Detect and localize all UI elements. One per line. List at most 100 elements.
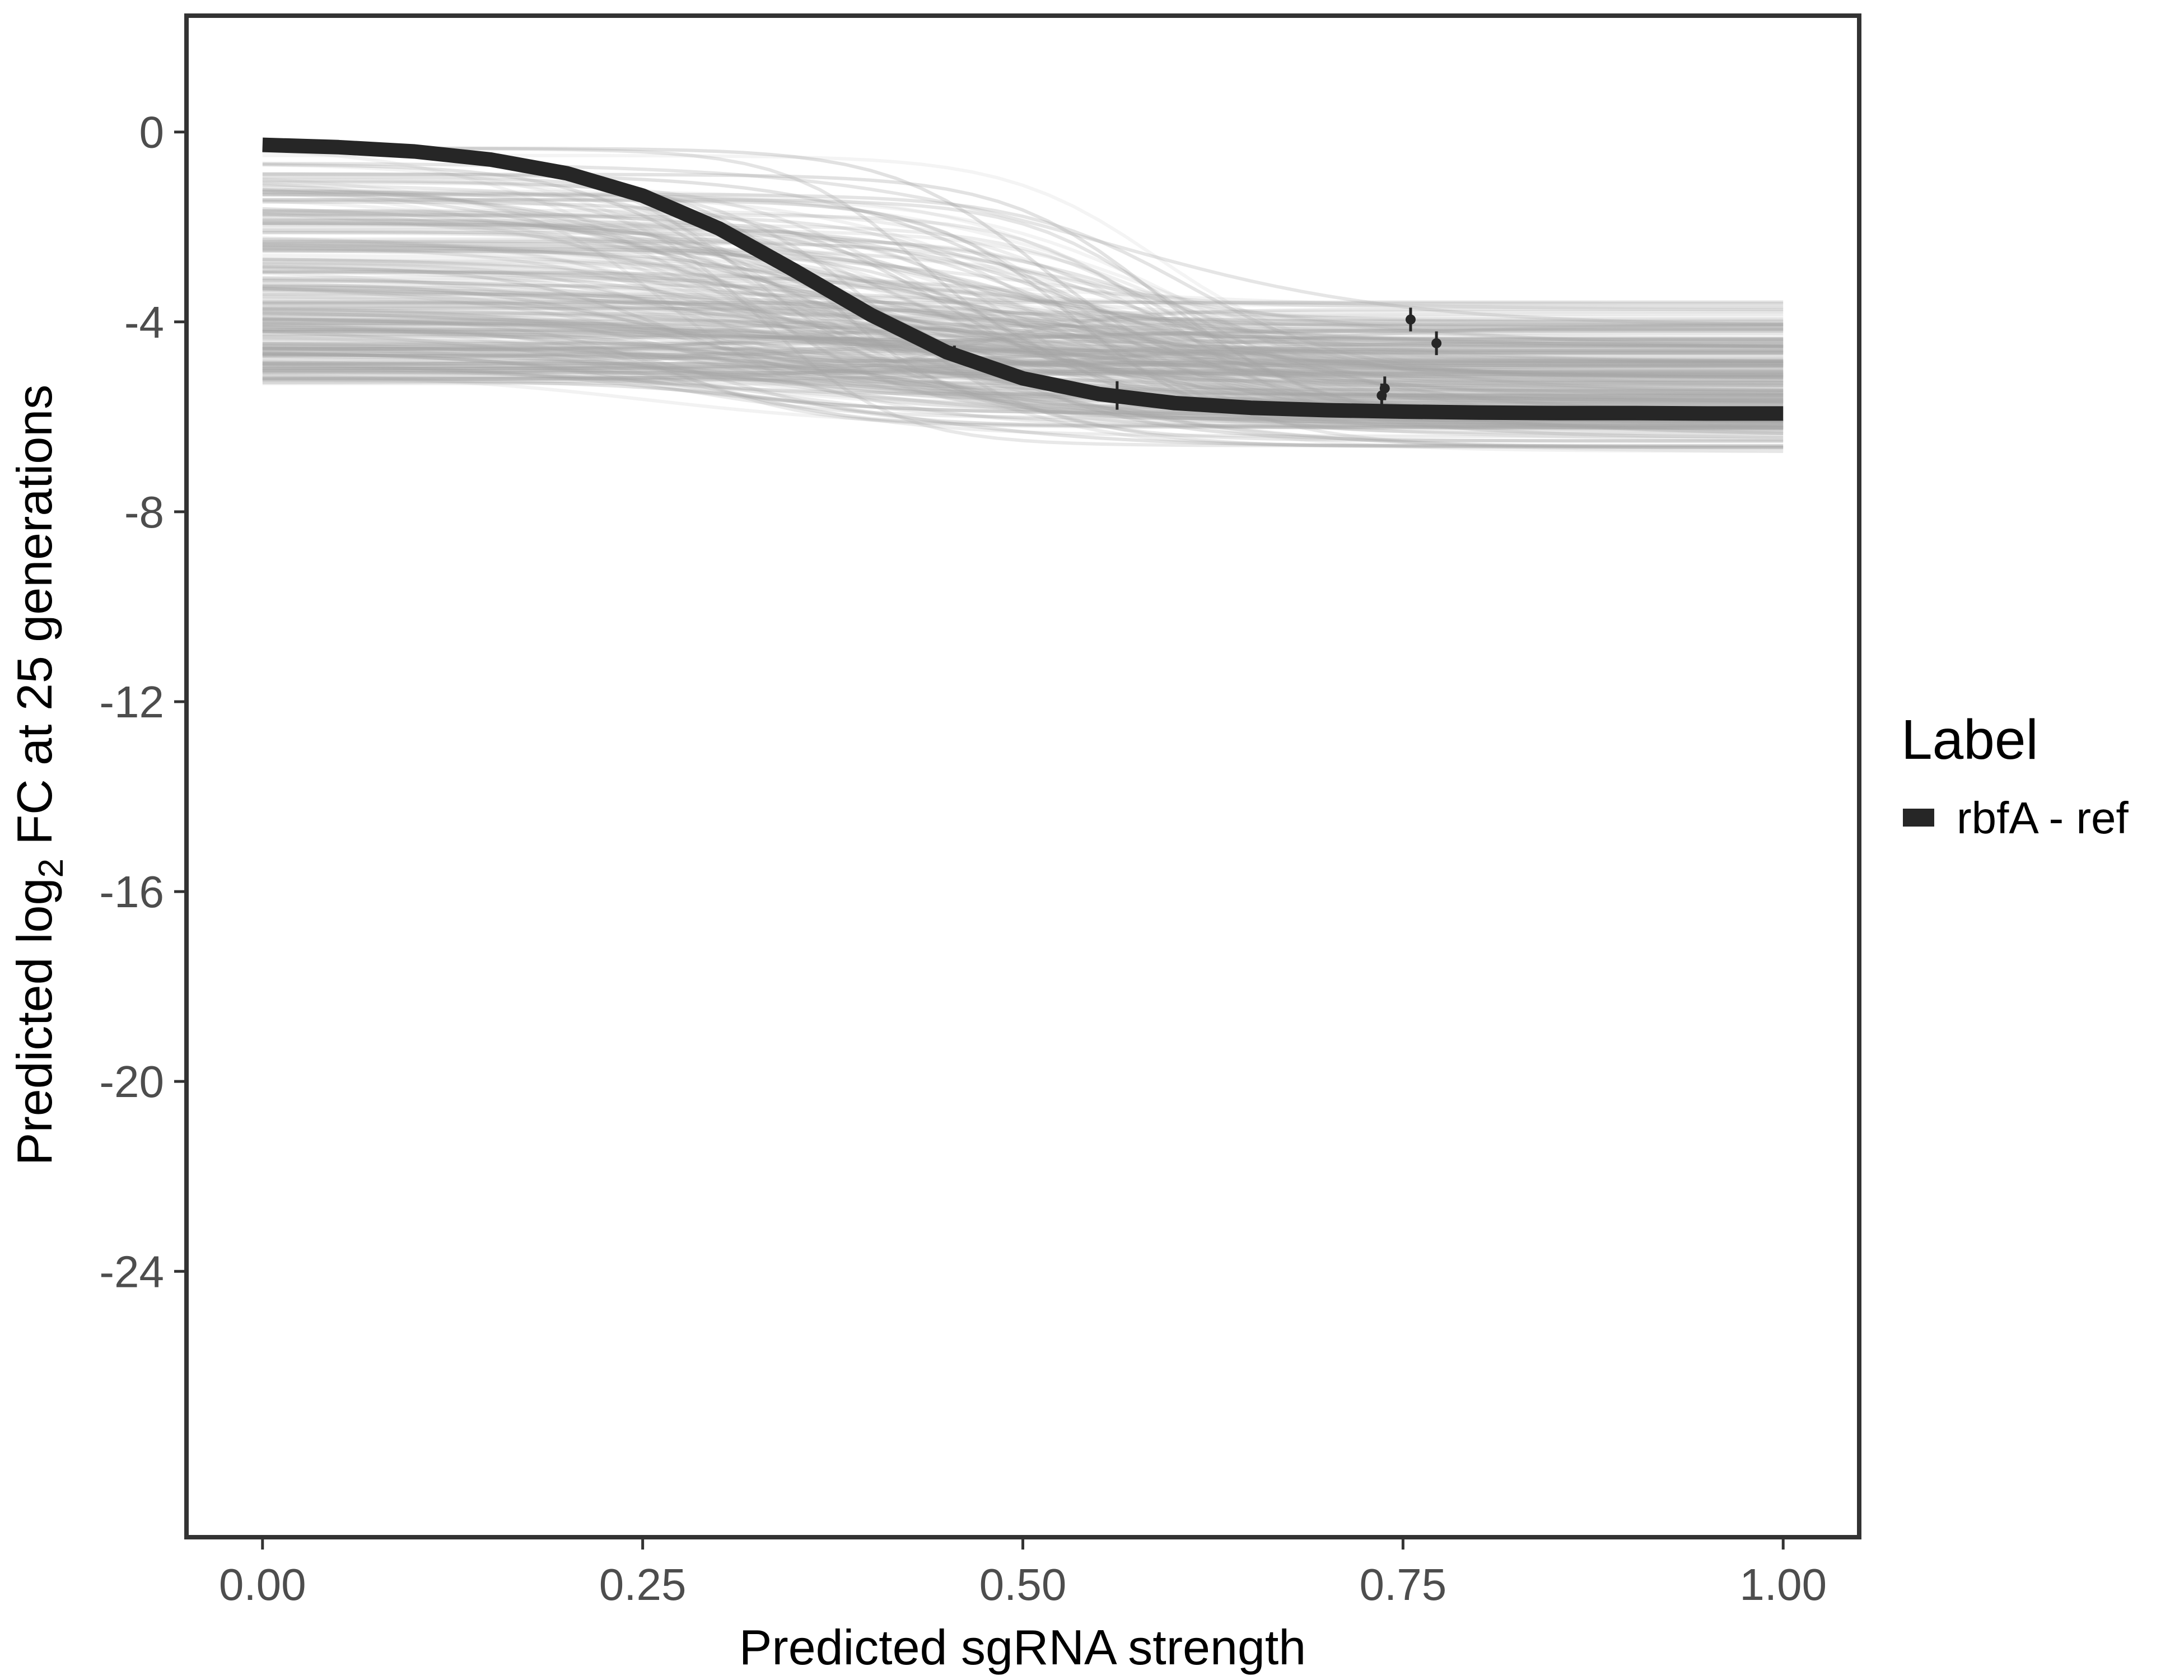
posterior-draw-line bbox=[262, 356, 1784, 442]
posterior-draw-line bbox=[262, 302, 1784, 404]
y-axis-title-suffix: FC at 25 generations bbox=[7, 385, 62, 858]
posterior-draw-line bbox=[262, 293, 1784, 349]
posterior-draw-line bbox=[262, 259, 1784, 386]
posterior-draw-line bbox=[262, 258, 1784, 396]
y-tick-label: -4 bbox=[124, 297, 164, 347]
posterior-draw-line bbox=[262, 244, 1784, 344]
posterior-draw-line bbox=[262, 312, 1784, 367]
posterior-draw-line bbox=[262, 348, 1784, 353]
posterior-draw-line bbox=[262, 378, 1784, 449]
y-tick-label: -16 bbox=[99, 867, 164, 917]
posterior-draw-line bbox=[262, 310, 1784, 352]
posterior-draw-line bbox=[262, 277, 1784, 368]
posterior-draw-line bbox=[262, 328, 1784, 346]
posterior-draw-line bbox=[262, 300, 1784, 305]
posterior-draw-line bbox=[262, 317, 1784, 396]
posterior-draw-line bbox=[262, 220, 1784, 348]
posterior-draw-line bbox=[262, 249, 1784, 385]
y-tick-label: -20 bbox=[99, 1057, 164, 1107]
posterior-draw-line bbox=[262, 243, 1784, 348]
posterior-draw-line bbox=[262, 278, 1784, 396]
observation-points bbox=[949, 307, 1442, 410]
posterior-draw-line bbox=[262, 310, 1784, 367]
observation-point bbox=[1405, 314, 1416, 325]
posterior-draw-line bbox=[262, 321, 1784, 424]
y-axis-title: Predicted log2 FC at 25 generations bbox=[7, 385, 71, 1165]
posterior-draw-line bbox=[262, 354, 1784, 393]
y-axis-title-subscript: 2 bbox=[32, 858, 71, 878]
posterior-draw-line bbox=[262, 316, 1784, 409]
posterior-draw-line bbox=[262, 307, 1784, 392]
posterior-draw-line bbox=[262, 246, 1784, 394]
posterior-draw-line bbox=[262, 285, 1784, 430]
posterior-draw-line bbox=[262, 254, 1784, 453]
posterior-draw-line bbox=[262, 322, 1784, 372]
posterior-draw-line bbox=[262, 358, 1784, 369]
posterior-draw-line bbox=[262, 188, 1784, 342]
posterior-draw-line bbox=[262, 332, 1784, 353]
posterior-draw-line bbox=[262, 270, 1784, 348]
posterior-draw-line bbox=[262, 244, 1784, 357]
posterior-draw-line bbox=[262, 368, 1784, 449]
posterior-draw-line bbox=[262, 312, 1784, 331]
posterior-draw-line bbox=[262, 347, 1784, 360]
posterior-draw-line bbox=[262, 284, 1784, 323]
posterior-draw-line bbox=[262, 207, 1784, 380]
legend-title: Label bbox=[1901, 708, 2038, 771]
posterior-draw-line bbox=[262, 304, 1784, 405]
posterior-draw-line bbox=[262, 352, 1784, 427]
posterior-draw-line bbox=[262, 360, 1784, 371]
posterior-draw-line bbox=[262, 199, 1784, 309]
posterior-draw-line bbox=[262, 209, 1784, 329]
posterior-draw-line bbox=[262, 317, 1784, 363]
posterior-draw-line bbox=[262, 312, 1784, 382]
posterior-draw-line bbox=[262, 287, 1784, 450]
posterior-draw-line bbox=[262, 333, 1784, 398]
posterior-draw-line bbox=[262, 240, 1784, 348]
posterior-draw-line bbox=[262, 351, 1784, 356]
posterior-draw-line bbox=[262, 241, 1784, 308]
plot-panel-border bbox=[184, 13, 1861, 1539]
posterior-draw-line bbox=[262, 300, 1784, 354]
posterior-draw-line bbox=[262, 318, 1784, 428]
x-tick-label: 0.25 bbox=[599, 1560, 687, 1609]
x-tick-label: 0.50 bbox=[979, 1560, 1067, 1609]
posterior-draw-line bbox=[262, 337, 1784, 429]
posterior-draw-line bbox=[262, 146, 1784, 389]
posterior-draw-line bbox=[262, 241, 1784, 403]
posterior-draw-line bbox=[262, 342, 1784, 438]
posterior-draw-line bbox=[262, 200, 1784, 408]
posterior-draw-line bbox=[262, 305, 1784, 321]
posterior-draw-line bbox=[262, 242, 1784, 349]
posterior-draw-line bbox=[262, 353, 1784, 366]
posterior-draw-line bbox=[262, 365, 1784, 424]
posterior-draw-line bbox=[262, 209, 1784, 365]
posterior-draw-line bbox=[262, 325, 1784, 395]
posterior-draw-line bbox=[262, 335, 1784, 428]
fitted-curve-rbfa-ref bbox=[262, 137, 1784, 421]
x-tick-label: 0.00 bbox=[219, 1560, 306, 1609]
y-tick-label: 0 bbox=[139, 108, 165, 157]
posterior-draw-line bbox=[262, 260, 1784, 305]
posterior-draw-line bbox=[262, 318, 1784, 353]
posterior-draw-line bbox=[262, 286, 1784, 435]
y-axis-title-prefix: Predicted log bbox=[7, 878, 62, 1166]
posterior-draw-line bbox=[262, 278, 1784, 430]
posterior-draw-line bbox=[262, 153, 1784, 363]
posterior-draw-line bbox=[262, 288, 1784, 347]
posterior-draw-line bbox=[262, 352, 1784, 366]
observation-point bbox=[1112, 390, 1122, 401]
posterior-draw-line bbox=[262, 258, 1784, 324]
posterior-draw-line bbox=[262, 181, 1784, 340]
posterior-draw-line bbox=[262, 226, 1784, 423]
posterior-draw-line bbox=[262, 218, 1784, 382]
posterior-draw-line bbox=[262, 374, 1784, 428]
posterior-draw-line bbox=[262, 323, 1784, 371]
plot-area bbox=[262, 137, 1784, 453]
posterior-draw-line bbox=[262, 228, 1784, 379]
posterior-draw-line bbox=[262, 348, 1784, 357]
posterior-draw-line bbox=[262, 329, 1784, 398]
posterior-draw-line bbox=[262, 370, 1784, 396]
posterior-draw-line bbox=[262, 361, 1784, 447]
posterior-draw-line bbox=[262, 264, 1784, 435]
